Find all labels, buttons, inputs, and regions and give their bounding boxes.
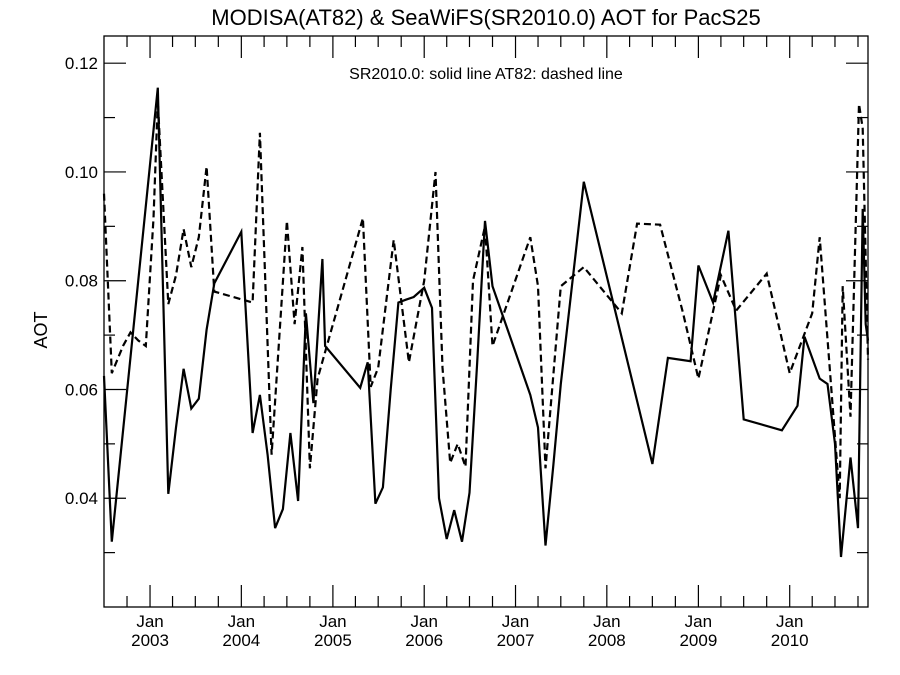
x-tick-label-year: 2009 bbox=[679, 631, 717, 650]
x-tick-label-month: Jan bbox=[776, 612, 803, 631]
chart-title: MODISA(AT82) & SeaWiFS(SR2010.0) AOT for… bbox=[211, 5, 760, 30]
axis-layer: 0.040.060.080.100.12Jan2003Jan2004Jan200… bbox=[65, 35, 869, 650]
series-layer bbox=[102, 87, 870, 558]
x-tick-label-month: Jan bbox=[319, 612, 346, 631]
x-tick-label-month: Jan bbox=[593, 612, 620, 631]
x-tick-label-year: 2004 bbox=[222, 631, 260, 650]
x-tick-label-year: 2008 bbox=[588, 631, 626, 650]
plot-frame bbox=[103, 35, 869, 608]
x-tick-label-year: 2003 bbox=[131, 631, 169, 650]
y-tick-label: 0.12 bbox=[65, 54, 98, 73]
x-tick-label-year: 2007 bbox=[497, 631, 535, 650]
x-tick-label-month: Jan bbox=[502, 612, 529, 631]
x-tick-label-month: Jan bbox=[228, 612, 255, 631]
x-tick-label-year: 2005 bbox=[314, 631, 352, 650]
y-tick-label: 0.10 bbox=[65, 163, 98, 182]
legend-annotation: SR2010.0: solid line AT82: dashed line bbox=[349, 66, 623, 83]
x-tick-label-year: 2006 bbox=[405, 631, 443, 650]
series-line-at82 bbox=[102, 101, 870, 499]
y-tick-label: 0.06 bbox=[65, 380, 98, 399]
x-tick-label-year: 2010 bbox=[771, 631, 809, 650]
y-axis-label: AOT bbox=[31, 311, 51, 348]
x-tick-label-month: Jan bbox=[410, 612, 437, 631]
x-tick-label-month: Jan bbox=[136, 612, 163, 631]
x-tick-label-month: Jan bbox=[685, 612, 712, 631]
series-line-sr2010-0 bbox=[102, 87, 870, 558]
y-tick-label: 0.04 bbox=[65, 489, 98, 508]
y-tick-label: 0.08 bbox=[65, 272, 98, 291]
